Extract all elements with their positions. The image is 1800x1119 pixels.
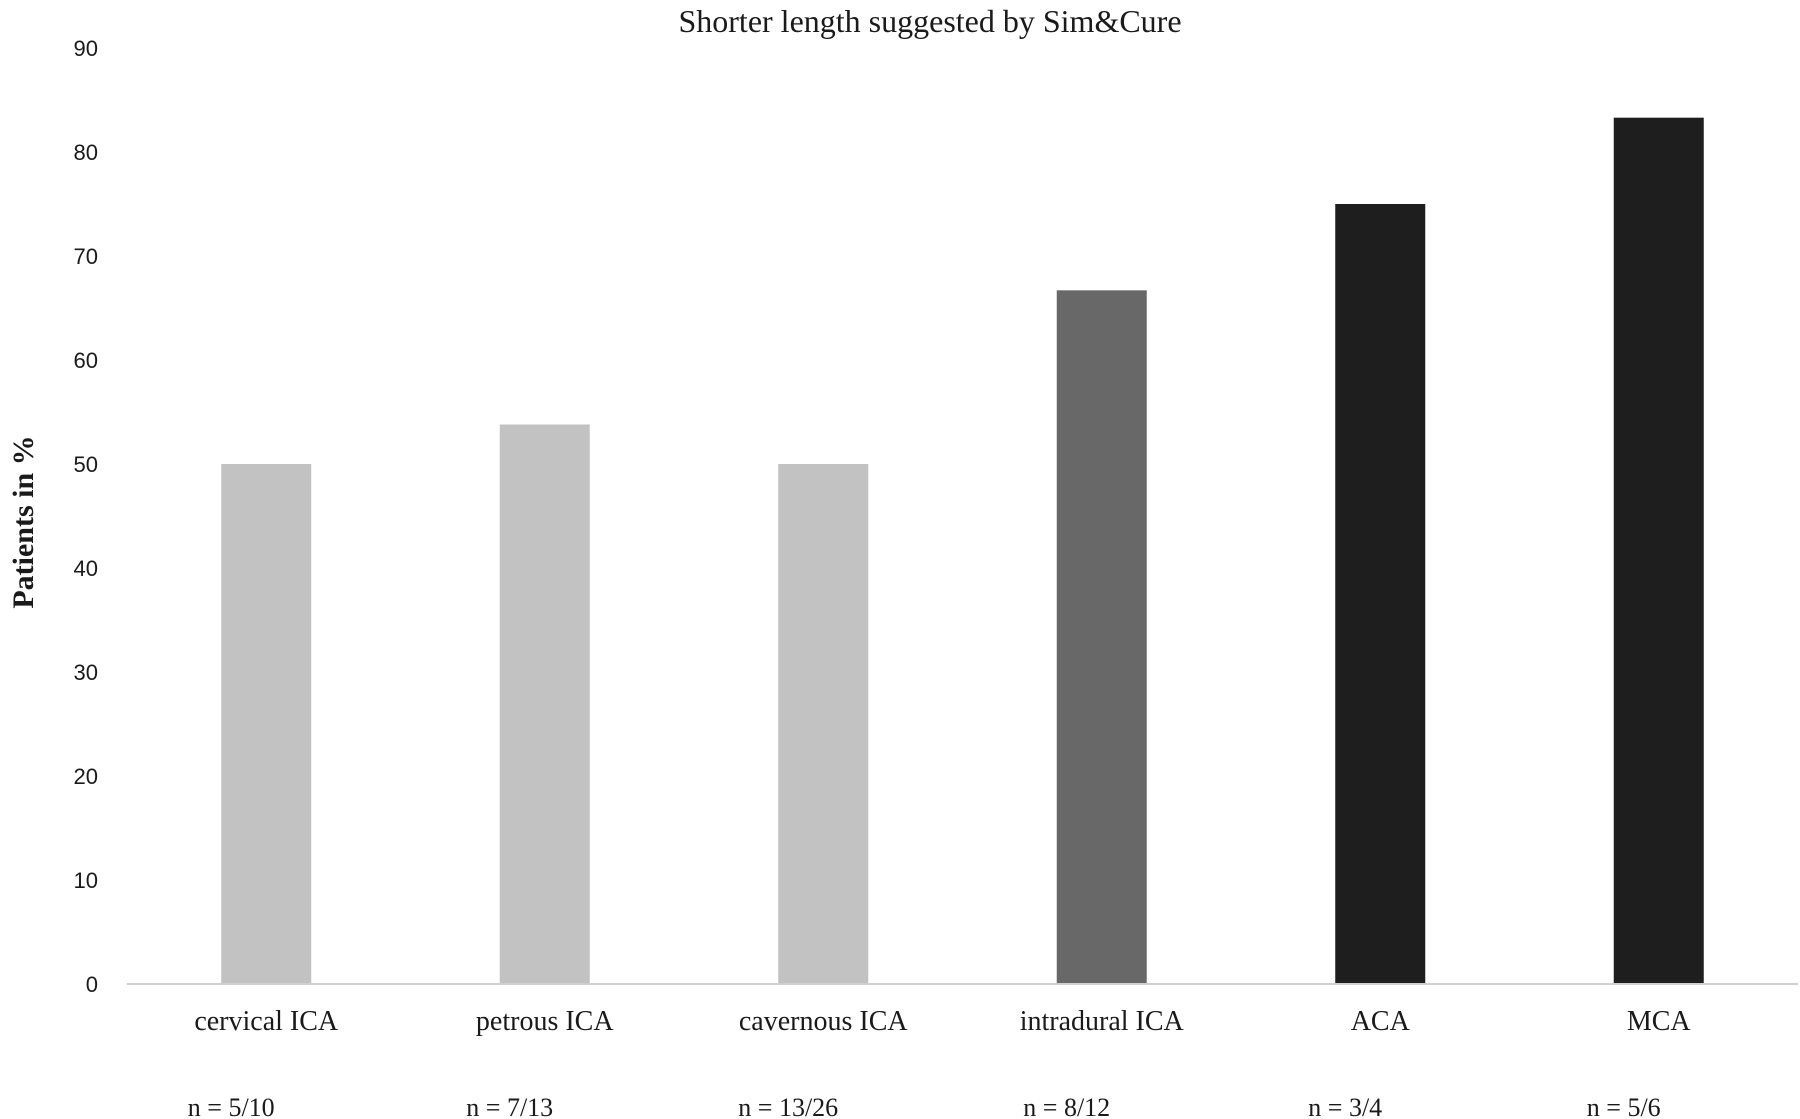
sample-size-label: n = 13/26: [738, 1093, 838, 1119]
bar-cavernous-ica: [778, 464, 869, 984]
bar-petrous-ica: [499, 424, 590, 985]
sample-size-label: n = 3/4: [1308, 1093, 1382, 1119]
x-tick-label: ACA: [1351, 1006, 1411, 1037]
y-tick-label: 10: [74, 868, 98, 893]
x-tick-label: MCA: [1627, 1006, 1692, 1037]
x-tick-label: petrous ICA: [476, 1006, 614, 1037]
bar-mca: [1613, 117, 1704, 985]
y-tick-label: 0: [86, 972, 98, 997]
bar-cervical-ica: [221, 464, 312, 984]
sample-size-label: n = 5/10: [188, 1093, 275, 1119]
y-tick-label: 50: [74, 452, 98, 477]
bar-aca: [1335, 204, 1426, 984]
y-tick-label: 40: [74, 556, 98, 581]
bar-intradural-ica: [1056, 290, 1147, 984]
x-tick-label: cervical ICA: [194, 1006, 339, 1037]
y-tick-label: 80: [74, 140, 98, 165]
sample-size-label: n = 5/6: [1587, 1093, 1661, 1119]
y-axis-label: Patients in %: [7, 435, 40, 608]
y-tick-label: 20: [74, 764, 98, 789]
y-axis-ticks: 0 10 20 30 40 50 60 70 80 90: [74, 36, 98, 997]
y-tick-label: 60: [74, 348, 98, 373]
sample-size-labels: n = 5/10 n = 7/13 n = 13/26 n = 8/12 n = 3/4…: [188, 1093, 1661, 1119]
x-tick-label: intradural ICA: [1020, 1006, 1185, 1037]
sample-size-label: n = 8/12: [1023, 1093, 1110, 1119]
y-tick-label: 90: [74, 36, 98, 61]
x-tick-label: cavernous ICA: [739, 1006, 909, 1037]
sample-size-label: n = 7/13: [466, 1093, 553, 1119]
y-tick-label: 70: [74, 244, 98, 269]
x-axis-labels: cervical ICA petrous ICA cavernous ICA intr…: [194, 1006, 1691, 1037]
chart-title: Shorter length suggested by Sim&Cure: [678, 3, 1181, 39]
bars: [221, 117, 1704, 985]
y-tick-label: 30: [74, 660, 98, 685]
